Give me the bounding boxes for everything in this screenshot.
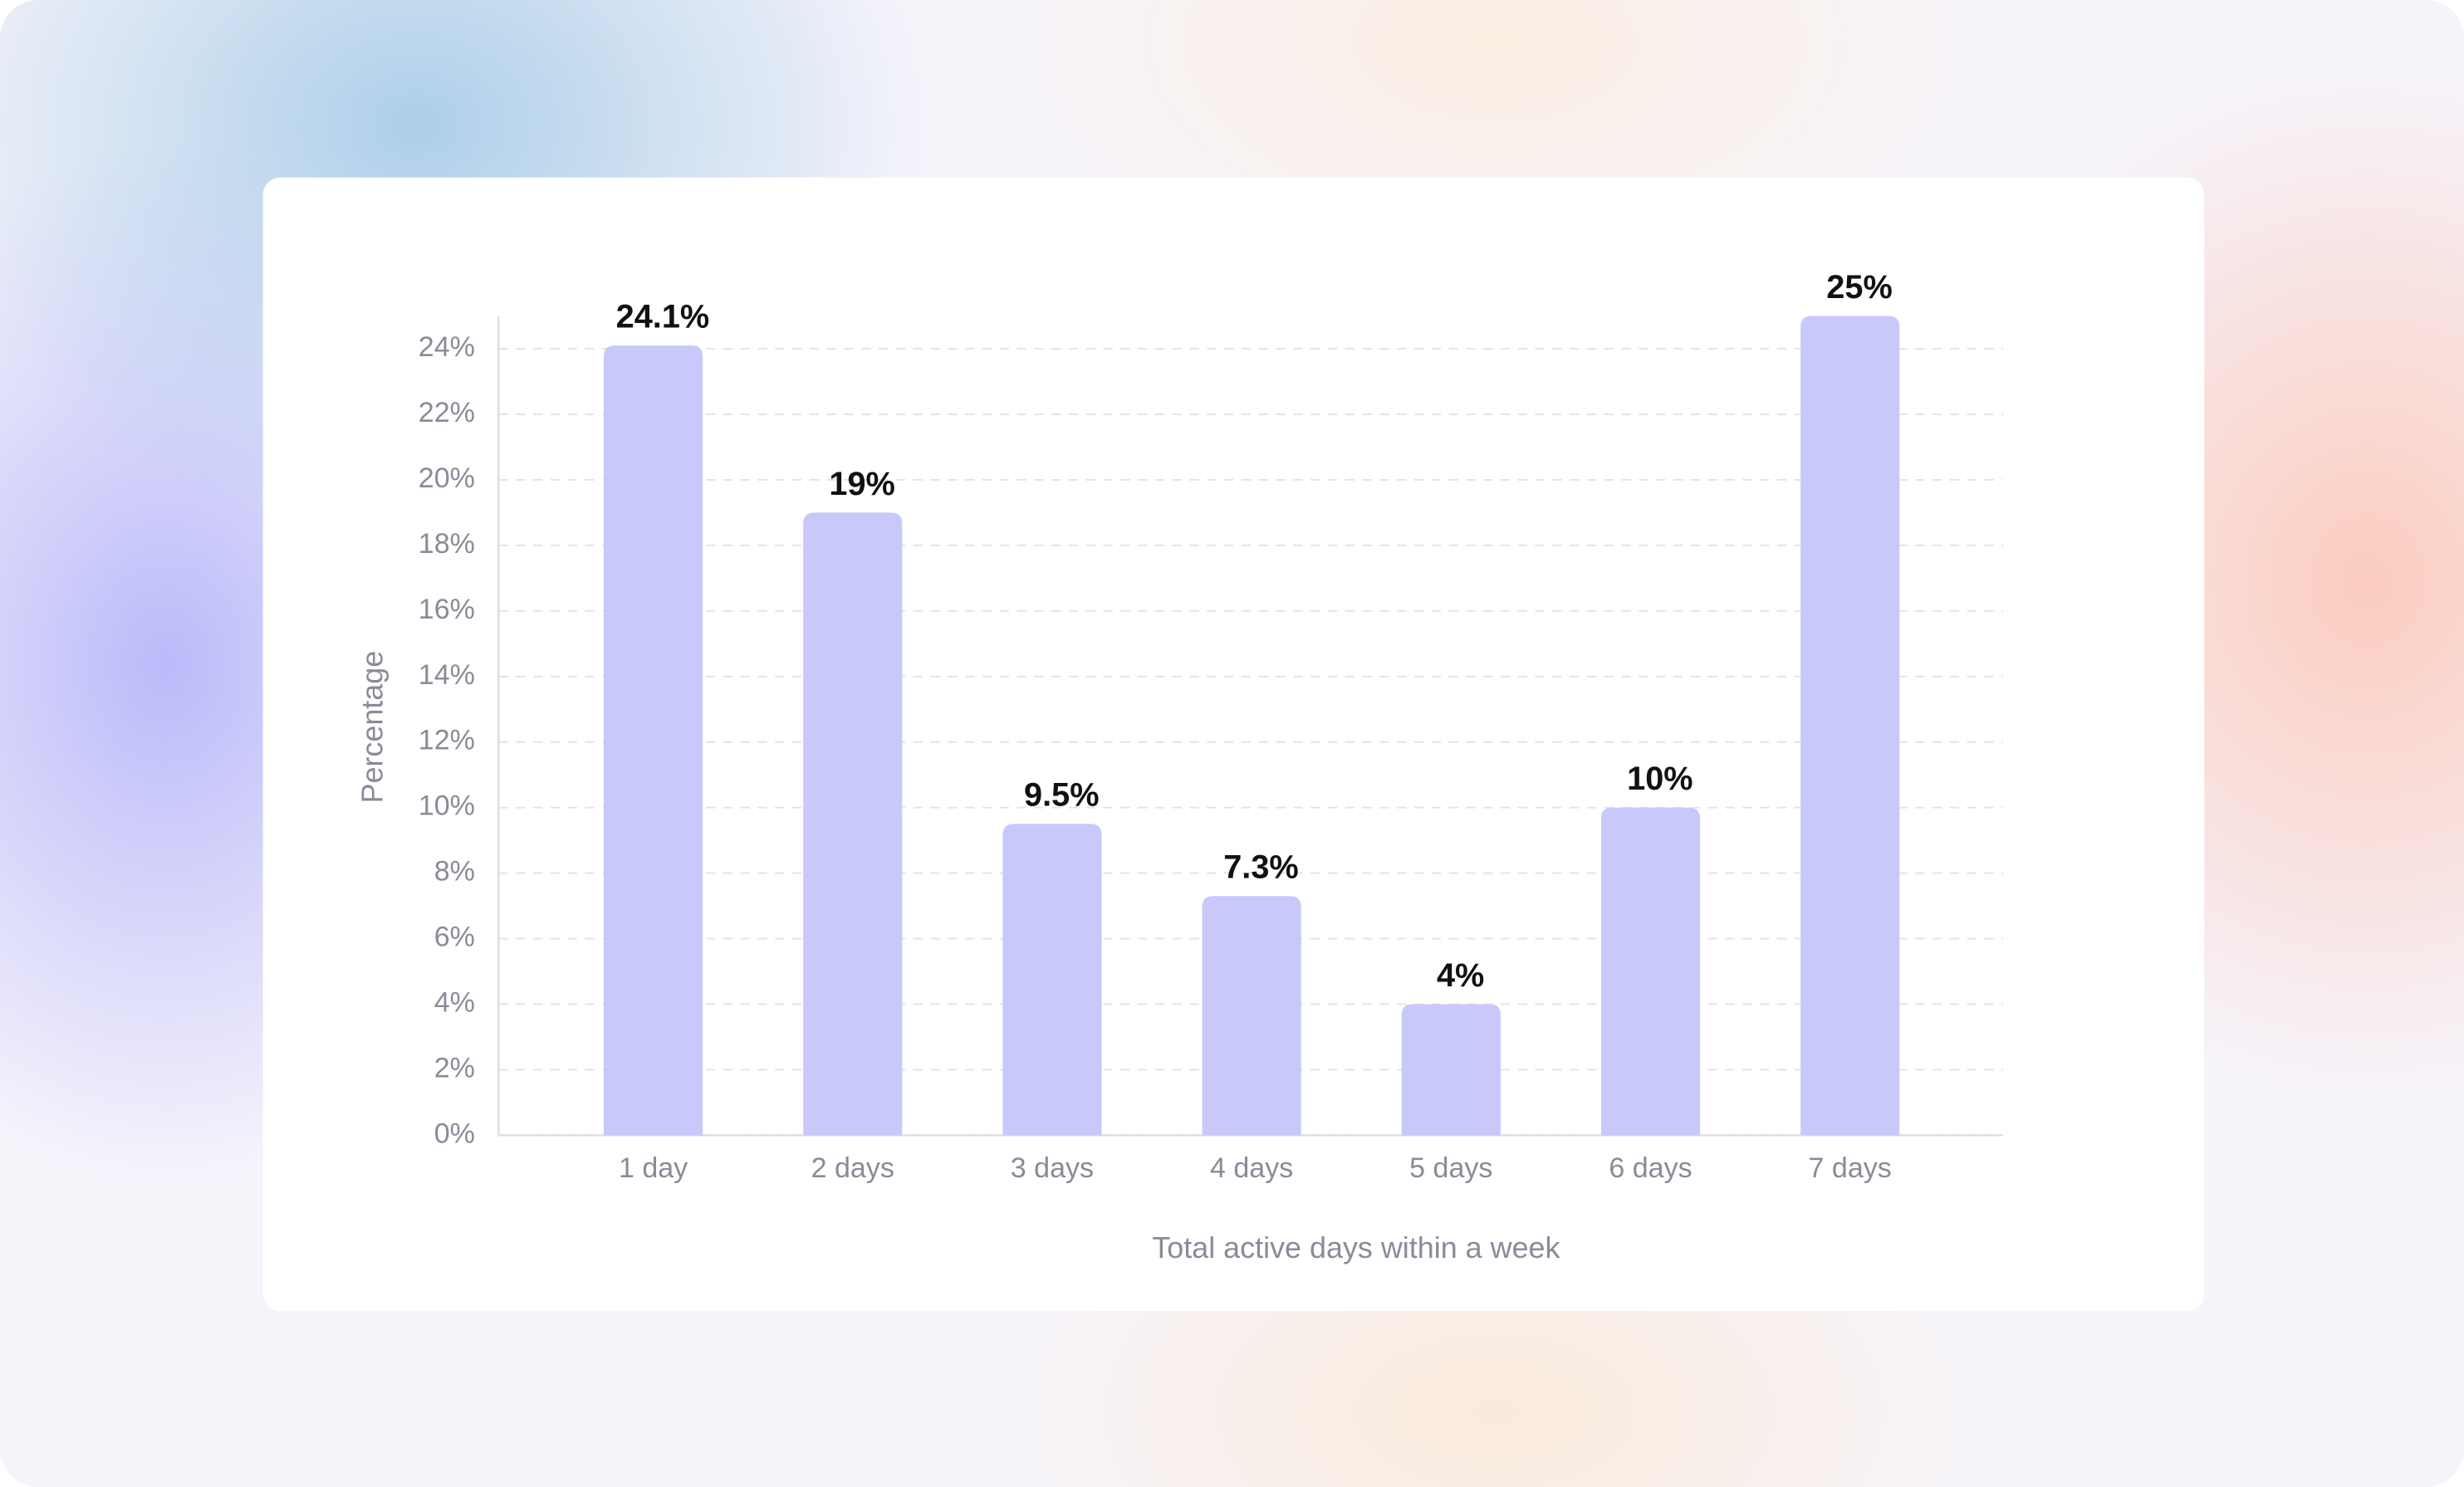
y-tick-label: 4% [434,986,475,1018]
card [262,177,2205,1312]
bar [1202,896,1301,1136]
bar [604,345,703,1136]
y-tick-label: 22% [419,397,475,428]
data-label: 4% [1437,957,1484,994]
data-label: 19% [829,466,894,502]
x-tick-label: 3 days [1011,1152,1094,1184]
y-tick-label: 18% [419,528,475,560]
y-tick-label: 24% [419,331,475,363]
x-axis-title: Total active days within a week [1152,1230,1560,1264]
y-axis-title: Percentage [355,651,389,804]
y-tick-label: 10% [419,790,475,822]
y-tick-label: 2% [434,1052,475,1083]
data-label: 7.3% [1223,849,1298,886]
x-tick-label: 4 days [1210,1152,1293,1184]
x-tick-label: 1 day [619,1152,688,1184]
y-tick-label: 8% [434,856,475,888]
y-tick-label: 16% [419,594,475,625]
bar [1600,807,1701,1136]
x-tick-label: 5 days [1409,1152,1492,1184]
bar [1002,824,1102,1136]
bar [1401,1004,1501,1136]
y-tick-label: 6% [434,922,475,953]
data-label: 24.1% [616,298,710,335]
data-label: 10% [1627,761,1692,797]
x-tick-label: 6 days [1609,1152,1692,1184]
data-label: 25% [1826,269,1892,306]
x-tick-label: 7 days [1809,1152,1892,1184]
y-tick-label: 20% [419,462,475,494]
y-tick-label: 14% [419,659,475,691]
y-tick-label: 0% [434,1118,475,1149]
bar [1800,315,1900,1136]
bar [803,512,903,1136]
y-tick-label: 12% [419,725,475,756]
data-label: 9.5% [1024,777,1099,814]
x-tick-label: 2 days [811,1152,894,1184]
